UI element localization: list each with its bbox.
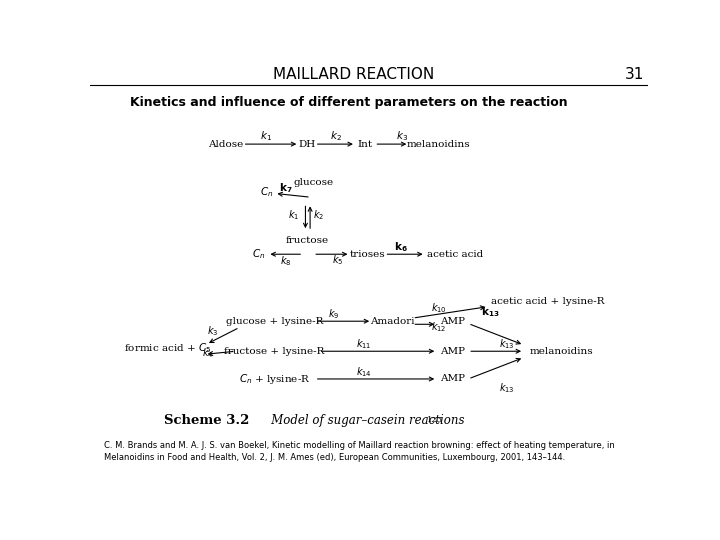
Text: $k_{14}$: $k_{14}$ — [356, 365, 372, 379]
Text: $\mathbf{k_7}$: $\mathbf{k_7}$ — [279, 181, 292, 195]
Text: fructose: fructose — [285, 236, 328, 245]
Text: $k_8$: $k_8$ — [279, 254, 291, 268]
Text: $k_1$: $k_1$ — [288, 208, 300, 222]
Text: $C_n$ + lysine-R: $C_n$ + lysine-R — [238, 372, 310, 386]
Text: C. M. Brands and M. A. J. S. van Boekel, Kinetic modelling of Maillard reaction : C. M. Brands and M. A. J. S. van Boekel,… — [104, 441, 615, 462]
Text: trioses: trioses — [350, 249, 385, 259]
Text: Amadori: Amadori — [370, 316, 415, 326]
Text: $C_n$: $C_n$ — [260, 185, 274, 199]
Text: Int: Int — [358, 140, 373, 149]
Text: 31: 31 — [624, 68, 644, 82]
Text: $k_2$: $k_2$ — [313, 208, 325, 222]
Text: $k_3$: $k_3$ — [207, 325, 218, 338]
Text: $C_n$: $C_n$ — [252, 247, 266, 261]
Text: melanoidins: melanoidins — [407, 140, 471, 149]
Text: Scheme 3.2: Scheme 3.2 — [163, 414, 249, 427]
Text: acetic acid + lysine-R: acetic acid + lysine-R — [492, 298, 605, 307]
Text: melanoidins: melanoidins — [529, 347, 593, 356]
Text: AMP: AMP — [440, 316, 465, 326]
Text: acetic acid: acetic acid — [427, 249, 483, 259]
Text: $k_{13}$: $k_{13}$ — [499, 338, 515, 351]
Text: $\mathbf{k_6}$: $\mathbf{k_6}$ — [395, 240, 408, 254]
Text: Kinetics and influence of different parameters on the reaction: Kinetics and influence of different para… — [130, 96, 568, 109]
Text: DH: DH — [298, 140, 315, 149]
Text: AMP: AMP — [440, 374, 465, 383]
Text: $k_{11}$: $k_{11}$ — [356, 338, 372, 351]
Text: MAILLARD REACTION: MAILLARD REACTION — [273, 68, 434, 82]
Text: $k_{12}$: $k_{12}$ — [431, 320, 446, 334]
Text: fructose + lysine-R: fructose + lysine-R — [224, 347, 325, 356]
Text: Model of sugar–casein reactions: Model of sugar–casein reactions — [261, 414, 465, 427]
Text: formic acid + $C_5$: formic acid + $C_5$ — [124, 341, 212, 355]
Text: glucose: glucose — [294, 178, 334, 187]
Text: AMP: AMP — [440, 347, 465, 356]
Text: $k_{13}$: $k_{13}$ — [499, 381, 515, 395]
Text: $k_3$: $k_3$ — [396, 129, 408, 143]
Text: $\mathbf{k_{13}}$: $\mathbf{k_{13}}$ — [481, 305, 499, 319]
Text: $k_2$: $k_2$ — [330, 129, 342, 143]
Text: $k_9$: $k_9$ — [328, 307, 339, 321]
Text: glucose + lysine-R: glucose + lysine-R — [226, 316, 323, 326]
Text: $k_5$: $k_5$ — [331, 253, 343, 267]
Text: Aldose: Aldose — [208, 140, 243, 149]
Text: 123: 123 — [427, 416, 443, 424]
Text: $k_{10}$: $k_{10}$ — [431, 301, 446, 315]
Text: $k_4$: $k_4$ — [202, 347, 214, 361]
Text: $k_1$: $k_1$ — [261, 129, 272, 143]
